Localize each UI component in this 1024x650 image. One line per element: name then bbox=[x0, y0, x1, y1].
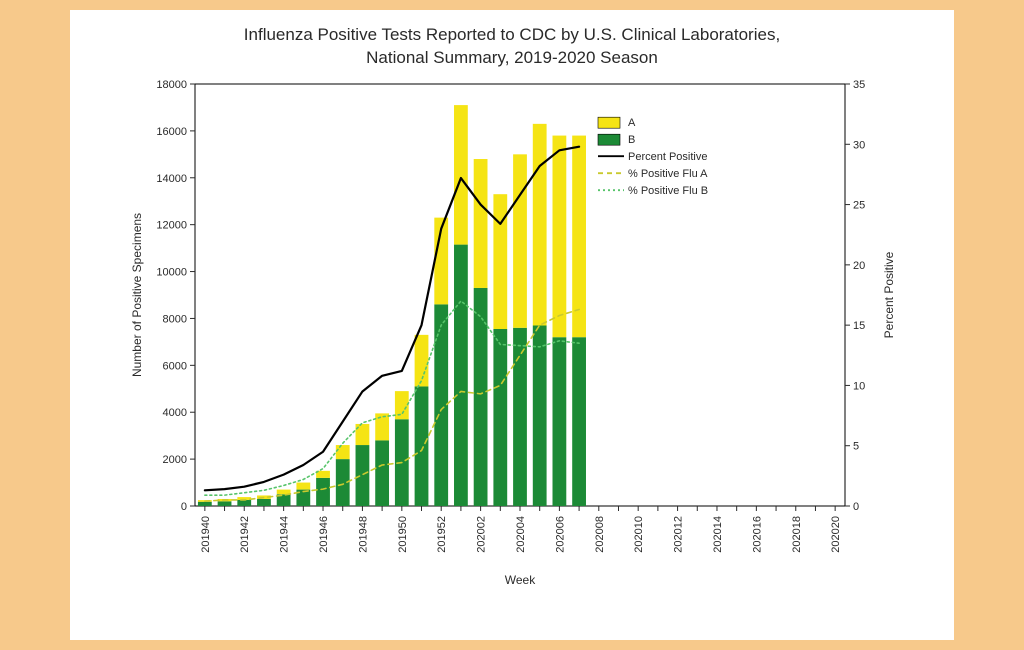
svg-text:15: 15 bbox=[853, 320, 865, 332]
bar-b bbox=[257, 499, 271, 506]
svg-text:Number of Positive Specimens: Number of Positive Specimens bbox=[130, 213, 144, 377]
legend-label: Percent Positive bbox=[628, 151, 707, 163]
bar-a bbox=[513, 154, 527, 327]
bar-b bbox=[533, 325, 547, 506]
svg-text:202004: 202004 bbox=[515, 516, 527, 553]
svg-text:Week: Week bbox=[505, 573, 536, 587]
svg-text:202010: 202010 bbox=[633, 516, 645, 553]
bar-b bbox=[356, 445, 370, 506]
bar-a bbox=[553, 135, 567, 337]
bar-b bbox=[198, 502, 212, 506]
bar-b bbox=[572, 337, 586, 506]
svg-text:10000: 10000 bbox=[156, 266, 187, 278]
svg-text:12000: 12000 bbox=[156, 220, 187, 232]
svg-text:18000: 18000 bbox=[156, 79, 187, 91]
svg-text:201942: 201942 bbox=[239, 516, 251, 553]
chart-svg: 0 2000 4000 6000 8000 10000 12000 14000 16000 180… bbox=[125, 78, 905, 598]
svg-text:202016: 202016 bbox=[751, 516, 763, 553]
svg-text:201946: 201946 bbox=[318, 516, 330, 553]
bar-b bbox=[493, 329, 507, 506]
bar-b bbox=[237, 500, 251, 506]
svg-text:201952: 201952 bbox=[436, 516, 448, 553]
legend-label: B bbox=[628, 134, 635, 146]
svg-text:14000: 14000 bbox=[156, 173, 187, 185]
bar-b bbox=[434, 304, 448, 506]
svg-text:202006: 202006 bbox=[554, 516, 566, 553]
svg-text:202012: 202012 bbox=[673, 516, 685, 553]
title-line-1: Influenza Positive Tests Reported to CDC… bbox=[244, 25, 780, 44]
bar-a bbox=[533, 124, 547, 326]
bar-b bbox=[454, 244, 468, 505]
svg-text:4000: 4000 bbox=[163, 407, 187, 419]
chart-card: Influenza Positive Tests Reported to CDC… bbox=[70, 10, 954, 640]
legend-label: % Positive Flu A bbox=[628, 168, 708, 180]
bar-b bbox=[375, 440, 389, 506]
svg-text:2000: 2000 bbox=[163, 454, 187, 466]
bar-a bbox=[296, 482, 310, 489]
legend-swatch bbox=[598, 117, 620, 128]
bar-b bbox=[316, 478, 330, 506]
svg-text:201944: 201944 bbox=[279, 516, 291, 553]
bar-b bbox=[553, 337, 567, 506]
svg-text:202002: 202002 bbox=[476, 516, 488, 553]
svg-text:30: 30 bbox=[853, 139, 865, 151]
title-line-2: National Summary, 2019-2020 Season bbox=[366, 48, 658, 67]
bar-a bbox=[375, 413, 389, 440]
svg-text:5: 5 bbox=[853, 441, 859, 453]
svg-text:25: 25 bbox=[853, 199, 865, 211]
bar-a bbox=[395, 391, 409, 419]
bar-a bbox=[493, 194, 507, 329]
legend: AB Percent Positive % Positive Flu A % Posi… bbox=[598, 117, 708, 197]
svg-text:10: 10 bbox=[853, 380, 865, 392]
legend-label: A bbox=[628, 117, 636, 129]
chart-title: Influenza Positive Tests Reported to CDC… bbox=[70, 10, 954, 70]
svg-text:6000: 6000 bbox=[163, 360, 187, 372]
svg-text:16000: 16000 bbox=[156, 126, 187, 138]
legend-swatch bbox=[598, 134, 620, 145]
svg-text:0: 0 bbox=[853, 501, 859, 513]
plot-area: 0 2000 4000 6000 8000 10000 12000 14000 16000 180… bbox=[125, 78, 905, 598]
bar-b bbox=[513, 328, 527, 506]
bar-b bbox=[218, 501, 232, 506]
legend-label: % Positive Flu B bbox=[628, 185, 708, 197]
svg-text:202014: 202014 bbox=[712, 516, 724, 553]
bar-b bbox=[415, 386, 429, 506]
svg-text:201940: 201940 bbox=[200, 516, 212, 553]
svg-text:20: 20 bbox=[853, 260, 865, 272]
svg-text:0: 0 bbox=[181, 501, 187, 513]
bar-a bbox=[454, 105, 468, 244]
bar-a bbox=[572, 135, 586, 337]
svg-text:201948: 201948 bbox=[357, 516, 369, 553]
bar-a bbox=[336, 445, 350, 459]
svg-text:8000: 8000 bbox=[163, 313, 187, 325]
bar-b bbox=[474, 288, 488, 506]
svg-text:35: 35 bbox=[853, 79, 865, 91]
svg-text:Percent Positive: Percent Positive bbox=[882, 251, 896, 338]
svg-text:202020: 202020 bbox=[830, 516, 842, 553]
svg-text:202008: 202008 bbox=[594, 516, 606, 553]
svg-text:201950: 201950 bbox=[397, 516, 409, 553]
svg-text:202018: 202018 bbox=[791, 516, 803, 553]
bar-a bbox=[474, 159, 488, 288]
